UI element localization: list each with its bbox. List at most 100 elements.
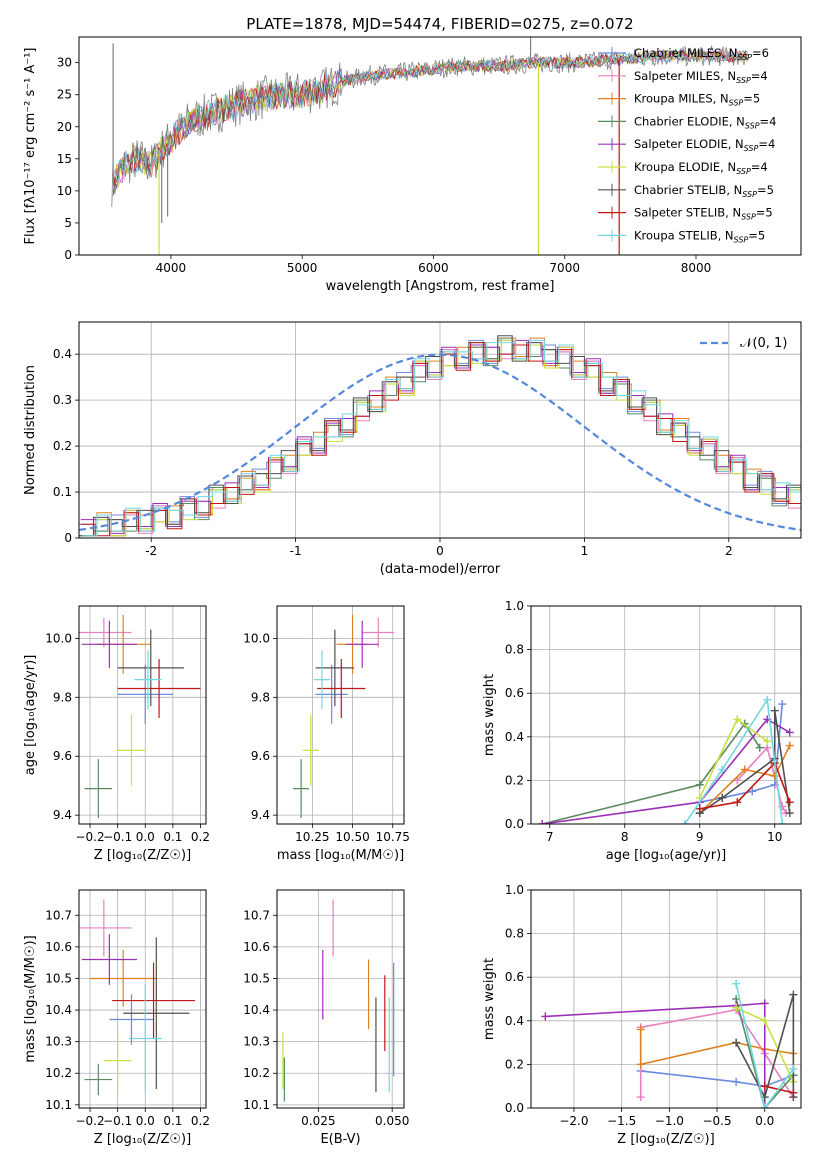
y-tick-label: 9.6 <box>251 749 270 763</box>
legend-count: =4 <box>751 160 768 174</box>
y-tick-label: 10.2 <box>243 1066 270 1080</box>
x-axis-label: wavelength [Angstrom, rest frame] <box>326 279 555 294</box>
x-tick-label: 0.0 <box>136 830 155 844</box>
x-tick-label: −2.0 <box>559 1114 588 1128</box>
plot-frame-age_vs_Z <box>78 605 207 825</box>
y-tick-label: 0.0 <box>505 817 524 831</box>
model-spectrum-line <box>112 49 748 188</box>
x-tick-label: 0.050 <box>375 1114 409 1128</box>
y-tick-label: 10.4 <box>243 1003 270 1017</box>
y-tick-label: 0 <box>64 248 72 262</box>
y-axis-label: Normed distribution <box>23 365 38 495</box>
legend-entry: Salpeter MILES, NSSP=4 <box>634 69 768 85</box>
x-tick-label: 0.0 <box>755 1114 774 1128</box>
legend-entry: Chabrier MILES, NSSP=6 <box>634 46 769 62</box>
y-tick-label: 10.5 <box>243 971 270 985</box>
x-axis-label: Z [log₁₀(Z/Z☉)] <box>94 1132 191 1147</box>
legend-subscript: SSP <box>729 99 744 108</box>
y-axis-label: mass [log₁₀(M/M☉)] <box>23 935 38 1062</box>
x-tick-label: 0.025 <box>301 1114 335 1128</box>
panel-weight_vs_Z: −2.0 −1.5 −1.0 −0.5 0.0 0.0 0.2 0.4 0.6 0.8 1.0 Z [… <box>482 883 802 1147</box>
x-tick-label: −1.0 <box>655 1114 684 1128</box>
panel-residuals: -2 -1 0 1 2 0 0.1 0.2 0.3 0.4 (data-model)/error No… <box>23 321 802 577</box>
y-tick-label: 30 <box>57 56 72 70</box>
x-tick-label: −1.5 <box>607 1114 636 1128</box>
x-tick-label: 6000 <box>418 261 449 275</box>
legend-entry: Kroupa MILES, NSSP=5 <box>634 92 760 108</box>
legend-label: Salpeter STELIB, N <box>634 206 741 220</box>
panel-spectrum: 4000 5000 6000 7000 8000 0 5 10 15 20 25 30 waveleng… <box>23 36 802 294</box>
legend-entry: Salpeter ELODIE, NSSP=4 <box>634 137 775 153</box>
y-tick-label: 0.3 <box>53 393 72 407</box>
plot-frame-age_vs_mass <box>276 605 405 825</box>
plot-area <box>111 37 749 255</box>
x-tick-label: 5000 <box>287 261 318 275</box>
x-tick-label: 0 <box>436 544 444 558</box>
residual-legend: 𝒩(0, 1) <box>700 336 787 351</box>
plot-area <box>293 614 395 819</box>
y-tick-label: 0.8 <box>505 643 524 657</box>
y-tick-label: 10.3 <box>243 1035 270 1049</box>
legend-subscript: SSP <box>736 76 751 85</box>
y-axis-label: mass weight <box>482 958 497 1040</box>
y-tick-label: 0.1 <box>53 485 72 499</box>
legend-entry: Salpeter STELIB, NSSP=5 <box>634 206 773 222</box>
legend-label: 𝒩(0, 1) <box>740 336 787 351</box>
y-tick-label: 0.4 <box>53 347 72 361</box>
y-tick-label: 0.0 <box>505 1101 524 1115</box>
panels: 4000 5000 6000 7000 8000051015202530waveleng… <box>23 36 802 1147</box>
legend-count: =4 <box>760 114 777 128</box>
panel-mass_vs_ebv: 0.025 0.050 10.1 10.2 10.3 10.4 10.5 10.6 10.7 E(… <box>243 889 409 1147</box>
x-tick-label: −0.5 <box>702 1114 731 1128</box>
x-tick-label: 8 <box>621 830 629 844</box>
y-tick-label: 20 <box>57 120 72 134</box>
legend-entry: Kroupa ELODIE, NSSP=4 <box>634 160 768 176</box>
y-tick-label: 0 <box>64 531 72 545</box>
histogram-step-line <box>79 335 801 537</box>
legend-count: =6 <box>752 46 769 60</box>
legend-label: Kroupa MILES, N <box>634 92 729 106</box>
y-tick-label: 5 <box>64 216 72 230</box>
y-tick-label: 10.7 <box>243 908 270 922</box>
y-tick-label: 10.6 <box>45 940 72 954</box>
y-tick-label: 25 <box>57 88 72 102</box>
plot-area <box>538 695 794 824</box>
model-spectrum-line <box>112 50 748 182</box>
y-tick-label: 9.4 <box>251 808 270 822</box>
y-tick-label: 9.6 <box>53 749 72 763</box>
x-axis-label: Z [log₁₀(Z/Z☉)] <box>94 848 191 863</box>
x-tick-label: 10 <box>767 830 782 844</box>
weight-series-line <box>699 761 791 810</box>
x-tick-label: −0.2 <box>75 830 104 844</box>
legend-label: Kroupa ELODIE, N <box>634 160 736 174</box>
normal-distribution-curve <box>79 353 801 532</box>
y-tick-label: 10 <box>57 184 72 198</box>
x-tick-label: 4000 <box>156 261 187 275</box>
legend-label: Kroupa STELIB, N <box>634 228 734 242</box>
y-tick-label: 0.6 <box>505 686 524 700</box>
panel-age_vs_mass: 10.25 10.50 10.75 9.4 9.6 9.8 10.0 mass [log₁₀(… <box>243 605 410 863</box>
legend-subscript: SSP <box>744 144 759 153</box>
panel-age_vs_Z: −0.2−0.1 0.0 0.1 0.2 9.4 9.6 9.8 10.0 Z [log₁₀(Z… <box>23 605 210 863</box>
x-axis-label: mass [log₁₀(M/M☉)] <box>277 848 404 863</box>
y-axis-label: age [log₁₀(age/yr)] <box>23 655 38 776</box>
legend-count: =5 <box>743 92 760 106</box>
legend-subscript: SSP <box>745 121 760 130</box>
x-tick-label: 9 <box>696 830 704 844</box>
legend-count: =5 <box>757 183 774 197</box>
x-tick-label: 1 <box>581 544 589 558</box>
weight-series-line <box>735 994 795 1100</box>
x-tick-label: 0.1 <box>163 830 182 844</box>
y-tick-label: 10.1 <box>243 1098 270 1112</box>
weight-series-line <box>640 1070 794 1088</box>
y-tick-label: 0.2 <box>53 439 72 453</box>
x-axis-label: Z [log₁₀(Z/Z☉)] <box>617 1132 714 1147</box>
x-tick-label: −0.1 <box>103 830 132 844</box>
spectrum-legend: Chabrier MILES, NSSP=6 Salpeter MILES, NS… <box>598 46 776 244</box>
x-tick-label: 7 <box>546 830 554 844</box>
figure-title: PLATE=1878, MJD=54474, FIBERID=0275, z=0… <box>246 15 633 33</box>
x-axis-label: (data-model)/error <box>380 562 501 577</box>
x-axis-label: age [log₁₀(age/yr)] <box>606 848 727 863</box>
legend-entry: Chabrier ELODIE, NSSP=4 <box>634 114 776 130</box>
weight-series-line <box>735 998 794 1108</box>
